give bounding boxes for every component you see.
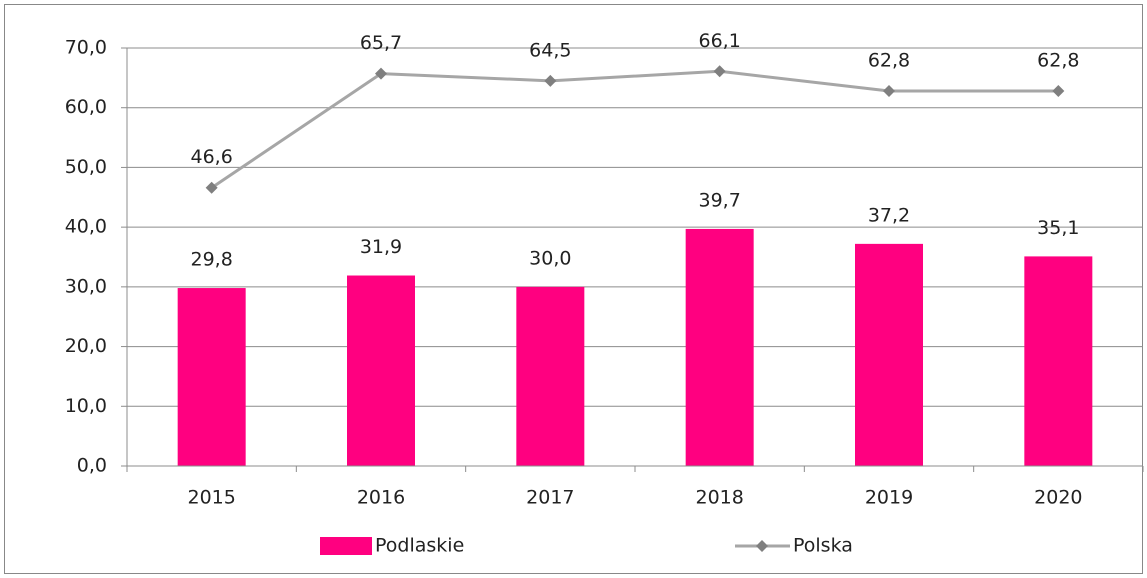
bar [685, 228, 754, 466]
data-label: 29,8 [191, 249, 233, 271]
data-label: 46,6 [191, 146, 233, 168]
legend-marker [756, 540, 768, 552]
legend-label: Polska [793, 535, 853, 557]
data-label: 37,2 [868, 204, 910, 226]
chart-frame [4, 4, 1143, 574]
data-label: 62,8 [868, 49, 910, 71]
data-label: 31,9 [360, 236, 402, 258]
line-marker [544, 74, 557, 87]
x-tick-label: 2019 [865, 487, 913, 509]
data-label: 62,8 [1037, 49, 1079, 71]
x-tick-label: 2020 [1034, 487, 1082, 509]
bar [177, 288, 246, 466]
line-marker [375, 67, 387, 80]
legend-label: Podlaskie [375, 535, 464, 557]
line-marker [713, 65, 726, 78]
bar [347, 275, 415, 466]
data-label: 64,5 [529, 39, 571, 61]
y-tick-label: 60,0 [65, 96, 107, 118]
data-label: 35,1 [1037, 217, 1079, 239]
y-tick-label: 70,0 [65, 37, 107, 59]
line-marker [883, 84, 895, 97]
x-tick-label: 2017 [526, 487, 574, 509]
line-marker [1052, 84, 1065, 97]
y-tick-label: 20,0 [65, 335, 107, 357]
legend-swatch [320, 537, 372, 555]
x-tick-label: 2018 [695, 487, 743, 509]
y-tick-label: 30,0 [65, 275, 107, 297]
data-label: 30,0 [529, 247, 571, 269]
y-tick-label: 10,0 [65, 395, 107, 417]
y-tick-label: 0,0 [77, 455, 107, 477]
data-label: 66,1 [699, 30, 741, 52]
y-tick-label: 50,0 [65, 156, 107, 178]
line [210, 69, 1059, 189]
bar [855, 243, 923, 466]
bar [516, 286, 585, 466]
data-label: 65,7 [360, 32, 402, 54]
x-tick-label: 2015 [187, 487, 235, 509]
line-marker [205, 181, 218, 194]
y-tick-label: 40,0 [65, 216, 107, 238]
bar [1024, 256, 1093, 466]
data-label: 39,7 [699, 189, 741, 211]
x-tick-label: 2016 [357, 487, 405, 509]
